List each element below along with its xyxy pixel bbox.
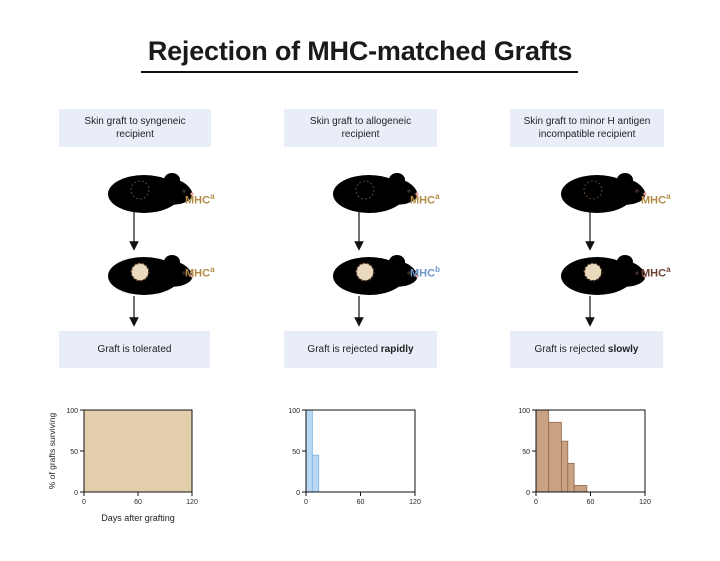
chart-3: 0 50 100 0 60 120	[518, 408, 651, 506]
chart-1-ytick-label-0: 0	[74, 490, 78, 497]
panel-2-condition-box: Skin graft to allogeneic recipient	[284, 109, 437, 147]
chart-2-xtick-label-0: 0	[304, 499, 308, 506]
chart-1-ytick-label-100: 100	[66, 408, 78, 415]
chart-1-ylabel: % of grafts surviving	[47, 412, 57, 489]
panel-2-condition-label: Skin graft to allogeneic recipient	[309, 116, 412, 140]
chart-3-ytick-label-0: 0	[526, 490, 530, 497]
chart-1-ytick-label-50: 50	[70, 449, 78, 456]
chart-3-bar-5	[573, 485, 588, 493]
chart-2-frame	[305, 409, 416, 493]
chart-3-ytick-label-50: 50	[522, 449, 530, 456]
chart-3-bar-1	[535, 409, 550, 493]
panel-3-donor-mhc-label: MHCa	[641, 192, 671, 207]
panel-2-recipient-mhc-label: MHCb	[410, 265, 440, 280]
panel-2-result-box: Graft is rejected rapidly	[284, 331, 437, 368]
chart-1-xlabel: Days after grafting	[101, 513, 175, 523]
chart-3-xtick-label-0: 0	[534, 499, 538, 506]
panel-2-graft-patch	[356, 263, 374, 281]
panel-1-result-box: Graft is tolerated	[59, 331, 210, 368]
title-underline	[141, 71, 578, 73]
chart-3-bar-2	[548, 421, 562, 493]
chart-2-bar-2	[311, 454, 320, 493]
chart-3-xtick-label-120: 120	[639, 499, 651, 506]
panel-1-condition-box: Skin graft to syngeneic recipient	[59, 109, 211, 147]
figure-title: Rejection of MHC-matched Grafts	[147, 36, 573, 66]
chart-3-bar-3	[561, 440, 569, 493]
chart-2-xtick-label-120: 120	[409, 499, 421, 506]
chart-3-xtick-label-60: 60	[587, 499, 595, 506]
chart-2-xtick-label-60: 60	[357, 499, 365, 506]
panel-1-condition-label: Skin graft to syngeneic recipient	[84, 116, 186, 140]
chart-1-xtick-label-120: 120	[186, 499, 198, 506]
panel-3-graft-patch	[584, 263, 602, 281]
panel-1-donor-mhc-label: MHCa	[185, 192, 215, 207]
panel-2-result-label: Graft is rejected rapidly	[307, 344, 414, 355]
panel-1-recipient-mhc-label: MHCa	[185, 265, 215, 280]
chart-3-bar-4	[567, 462, 575, 493]
chart-2-ytick-label-0: 0	[296, 490, 300, 497]
panel-3-result-label: Graft is rejected slowly	[534, 344, 639, 355]
panel-3-condition-label: Skin graft to minor H antigen incompatib…	[523, 116, 651, 140]
chart-1-xtick-label-0: 0	[82, 499, 86, 506]
chart-2-bar-1	[305, 409, 313, 493]
panel-1-result-label: Graft is tolerated	[97, 344, 172, 355]
chart-2-ytick-label-50: 50	[292, 449, 300, 456]
chart-3-ytick-label-100: 100	[518, 408, 530, 415]
chart-1-xtick-label-60: 60	[134, 499, 142, 506]
panel-1-graft-patch	[131, 263, 149, 281]
chart-2-ytick-label-100: 100	[288, 408, 300, 415]
chart-1: 0 50 100 0 60 120 Days after grafting % of graf…	[47, 408, 198, 523]
chart-1-bar-1	[83, 409, 193, 493]
panel-2-donor-mhc-label: MHCa	[410, 192, 440, 207]
chart-2: 0 50 100 0 60 120	[288, 408, 421, 506]
panel-3-condition-box: Skin graft to minor H antigen incompatib…	[510, 109, 664, 147]
panel-3-result-box: Graft is rejected slowly	[510, 331, 663, 368]
panel-3-recipient-mhc-label: MHCa	[641, 265, 671, 280]
